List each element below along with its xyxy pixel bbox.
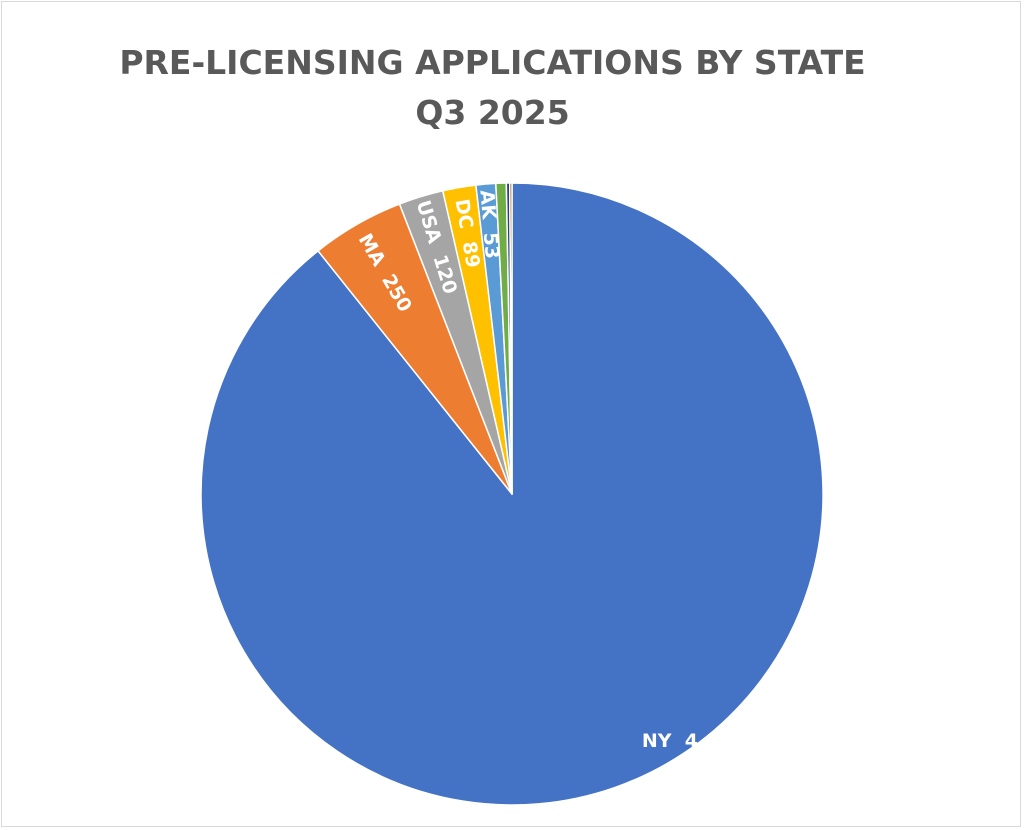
chart-title-line-2: Q3 2025: [415, 93, 570, 132]
pie-label-ny: NY 4,624: [642, 730, 745, 752]
pie-slice-ny: [200, 182, 824, 806]
pie-slices: [200, 182, 824, 806]
chart-title-line-1: PRE-LICENSING APPLICATIONS BY STATE: [119, 43, 866, 82]
chart-title: PRE-LICENSING APPLICATIONS BY STATE Q3 2…: [0, 38, 985, 138]
pie-slice-other-7: [508, 182, 513, 495]
